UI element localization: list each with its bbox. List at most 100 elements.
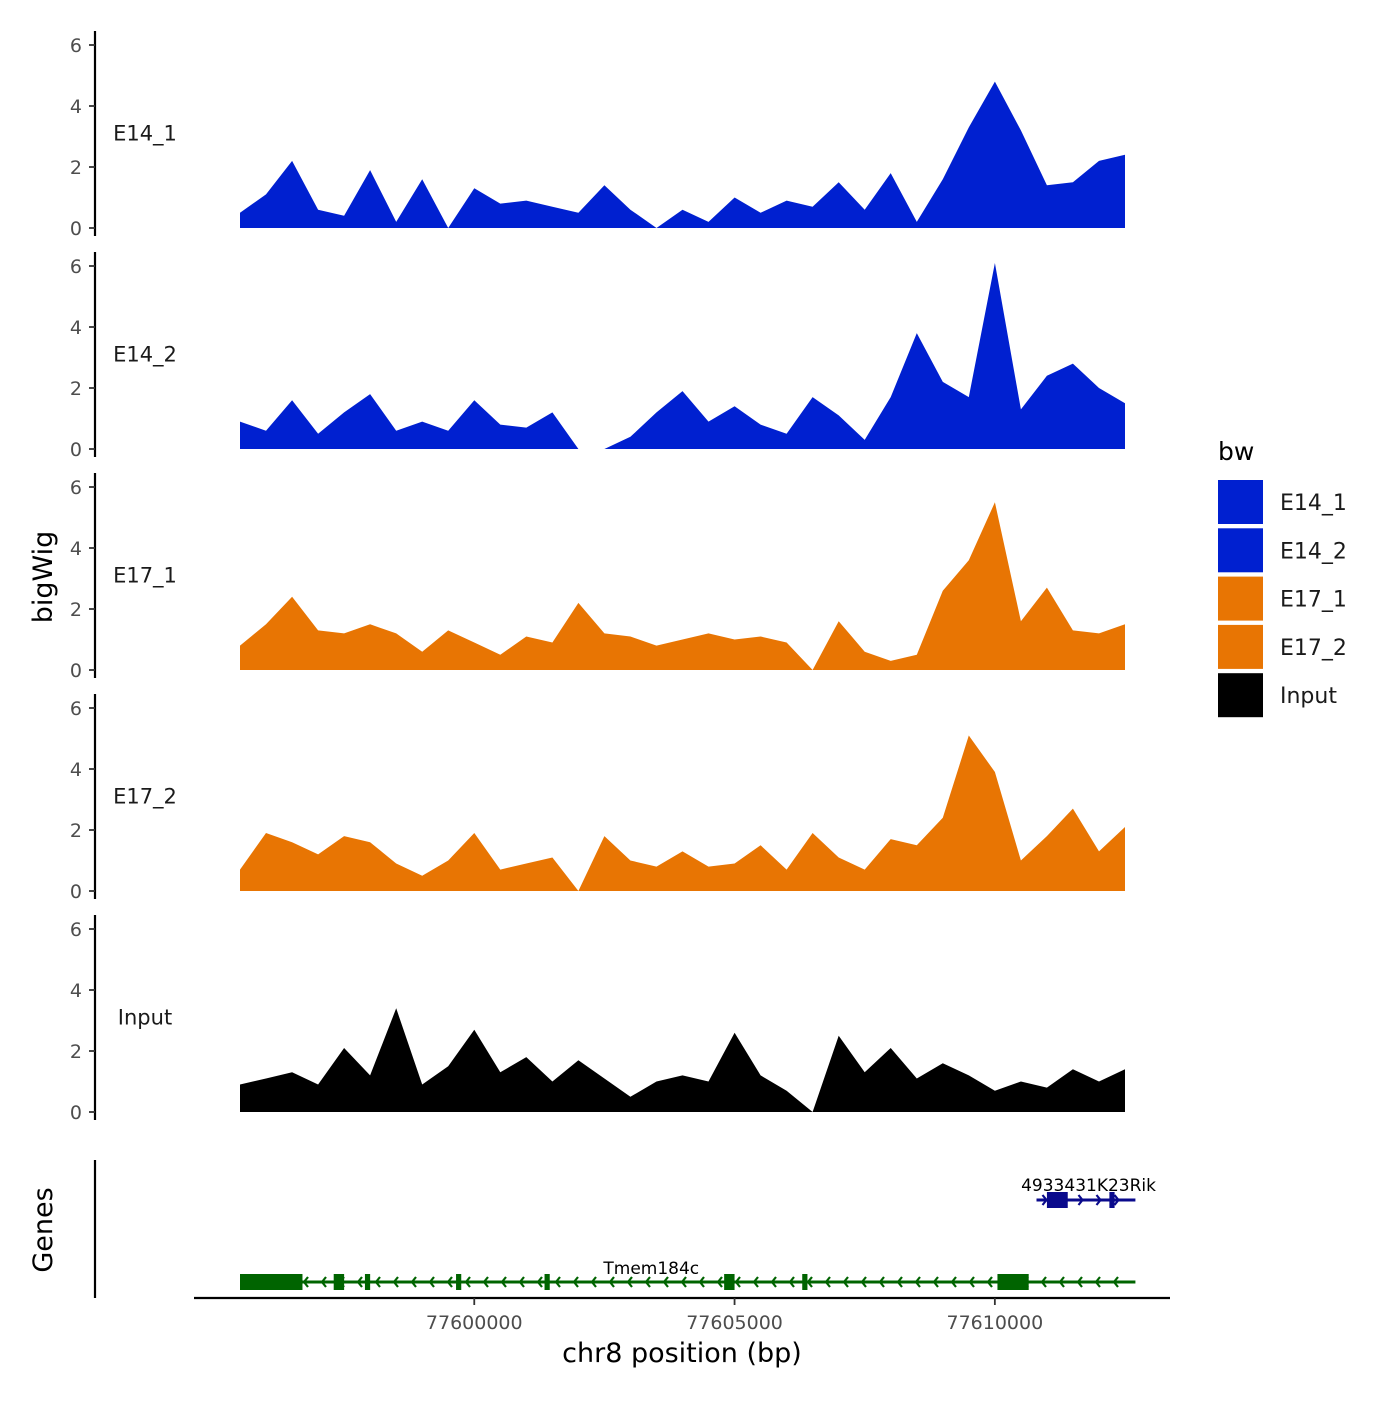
y-tick-label: 0	[70, 660, 82, 682]
strand-arrow	[1112, 1276, 1119, 1288]
legend-key-E14_2	[1218, 528, 1263, 573]
legend-label-E14_2: E14_2	[1280, 539, 1347, 564]
legend-title: bw	[1218, 437, 1254, 466]
y-tick-label: 2	[70, 599, 82, 621]
coverage-area-E17_1	[240, 502, 1125, 670]
y-tick-label: 6	[70, 256, 82, 278]
x-axis: 77600000 77605000 77610000	[194, 1296, 1170, 1334]
strand-arrow	[1113, 1194, 1120, 1206]
strand-arrow	[392, 1276, 399, 1288]
strand-arrow	[1094, 1276, 1101, 1288]
track-E14_1: 0 2 4 6 E14_1	[70, 31, 1125, 240]
legend: bw E14_1 E14_2 E17_1 E17_2 Input	[1218, 437, 1347, 718]
strand-arrow	[896, 1276, 903, 1288]
gene-Tmem184c: Tmem184c	[240, 1259, 1136, 1290]
track-label-E17_1: E17_1	[113, 563, 177, 588]
exon	[802, 1274, 808, 1290]
y-tick-label: 6	[70, 919, 82, 941]
strand-arrow	[572, 1276, 579, 1288]
coverage-tracks: 0 2 4 6 E14_1 0 2 4 6 E14_2 0 2 4 6 E17_1 0 2 4 6 E17_2 0 2 4 6…	[70, 31, 1125, 1124]
x-tick-label: 77610000	[946, 1312, 1043, 1334]
strand-arrow	[464, 1276, 471, 1288]
y-tick-label: 6	[70, 698, 82, 720]
exon	[240, 1274, 303, 1290]
strand-arrow	[752, 1276, 759, 1288]
strand-arrow	[302, 1276, 309, 1288]
track-E14_2: 0 2 4 6 E14_2	[70, 252, 1125, 461]
legend-key-E17_2	[1218, 624, 1263, 669]
strand-arrow	[320, 1276, 327, 1288]
strand-arrow	[374, 1276, 381, 1288]
strand-arrow	[662, 1276, 669, 1288]
y-tick-label: 4	[70, 759, 82, 781]
strand-arrow	[698, 1276, 705, 1288]
strand-arrow	[860, 1276, 867, 1288]
track-label-E17_2: E17_2	[113, 784, 177, 809]
strand-arrow	[788, 1276, 795, 1288]
strand-arrow	[878, 1276, 885, 1288]
strand-arrow	[1041, 1194, 1048, 1206]
strand-arrow	[644, 1276, 651, 1288]
strand-arrow	[914, 1276, 921, 1288]
legend-label-E14_1: E14_1	[1280, 491, 1347, 516]
strand-arrow	[1040, 1276, 1047, 1288]
exon	[333, 1274, 345, 1290]
y-tick-label: 2	[70, 1041, 82, 1063]
y-tick-label: 2	[70, 820, 82, 842]
coverage-area-E17_2	[240, 735, 1125, 891]
y-tick-label: 0	[70, 218, 82, 240]
strand-arrow	[410, 1276, 417, 1288]
strand-arrow	[1076, 1276, 1083, 1288]
strand-arrow	[1077, 1194, 1084, 1206]
strand-arrow	[554, 1276, 561, 1288]
strand-arrow	[356, 1276, 363, 1288]
strand-arrow	[716, 1276, 723, 1288]
strand-arrow	[680, 1276, 687, 1288]
strand-arrow	[770, 1276, 777, 1288]
track-E17_1: 0 2 4 6 E17_1	[70, 473, 1125, 682]
exon	[1109, 1192, 1115, 1208]
gene-4933431K23Rik: 4933431K23Rik	[1021, 1176, 1156, 1208]
exon	[997, 1274, 1029, 1290]
strand-arrow	[842, 1276, 849, 1288]
strand-arrow	[1095, 1194, 1102, 1206]
gene-track: Tmem184c 4933431K23Rik	[93, 1160, 1156, 1298]
track-E17_2: 0 2 4 6 E17_2	[70, 694, 1125, 903]
strand-arrow	[446, 1276, 453, 1288]
legend-label-E17_2: E17_2	[1280, 636, 1347, 661]
coverage-area-E14_2	[240, 263, 1125, 449]
strand-arrow	[806, 1276, 813, 1288]
strand-arrow	[518, 1276, 525, 1288]
strand-arrow	[608, 1276, 615, 1288]
coverage-area-Input	[240, 1008, 1125, 1112]
strand-arrow	[482, 1276, 489, 1288]
y-axis-title: bigWig	[28, 531, 59, 624]
y-tick-label: 4	[70, 96, 82, 118]
exon	[1046, 1192, 1068, 1208]
strand-arrow	[500, 1276, 507, 1288]
y-tick-label: 0	[70, 1102, 82, 1124]
legend-label-Input: Input	[1280, 684, 1337, 709]
coverage-area-E14_1	[240, 81, 1125, 228]
x-tick-label: 77600000	[426, 1312, 523, 1334]
strand-arrow	[1058, 1276, 1065, 1288]
strand-arrow	[590, 1276, 597, 1288]
strand-arrow	[968, 1276, 975, 1288]
y-tick-label: 4	[70, 980, 82, 1002]
track-label-E14_2: E14_2	[113, 342, 177, 367]
exon	[364, 1274, 371, 1290]
strand-arrow	[986, 1276, 993, 1288]
strand-arrow	[428, 1276, 435, 1288]
y-tick-label: 2	[70, 157, 82, 179]
y-tick-label: 6	[70, 35, 82, 57]
y-tick-label: 0	[70, 439, 82, 461]
x-tick-label: 77605000	[686, 1312, 783, 1334]
legend-key-Input	[1218, 673, 1263, 718]
exon	[544, 1274, 550, 1290]
strand-arrow	[950, 1276, 957, 1288]
y-tick-label: 6	[70, 477, 82, 499]
legend-key-E14_1	[1218, 480, 1263, 524]
exon	[724, 1274, 735, 1290]
